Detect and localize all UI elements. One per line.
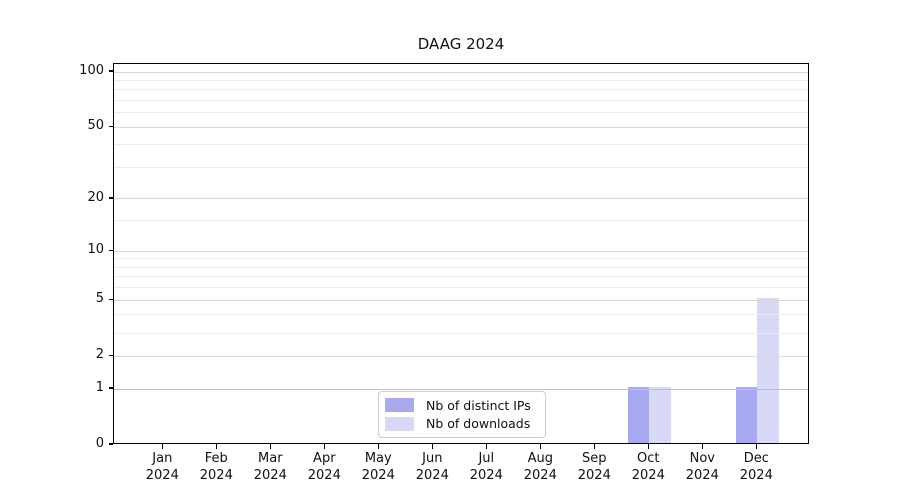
- x-tick-year: 2024: [199, 467, 233, 483]
- x-tick-year: 2024: [577, 467, 611, 483]
- chart-title: DAAG 2024: [417, 35, 505, 53]
- major-gridline: [114, 299, 808, 301]
- y-tick-label: 50: [87, 118, 104, 134]
- y-axis-tick: [108, 387, 113, 389]
- y-axis-tick: [108, 70, 113, 72]
- minor-gridline: [114, 144, 808, 146]
- x-tick-year: 2024: [361, 467, 395, 483]
- legend-label: Nb of downloads: [426, 416, 531, 432]
- x-tick-label: Apr 2024: [292, 451, 356, 484]
- x-tick-year: 2024: [145, 467, 179, 483]
- x-tick-month: Nov: [689, 451, 715, 466]
- minor-gridline: [114, 220, 808, 222]
- major-gridline: [114, 126, 808, 128]
- x-tick-year: 2024: [739, 467, 773, 483]
- y-axis-tick: [108, 354, 113, 356]
- y-tick-label: 20: [87, 189, 104, 205]
- x-tick-label: Sep 2024: [562, 451, 626, 484]
- x-tick-label: Aug 2024: [508, 451, 572, 484]
- bar-downloads-dec: [757, 298, 779, 443]
- x-axis-tick: [539, 444, 541, 449]
- minor-gridline: [114, 89, 808, 91]
- legend-item: Nb of downloads: [385, 416, 541, 431]
- x-tick-year: 2024: [415, 467, 449, 483]
- x-tick-label: Oct 2024: [616, 451, 680, 484]
- x-tick-label: Mar 2024: [238, 451, 302, 484]
- major-gridline: [114, 355, 808, 357]
- minor-gridline: [114, 287, 808, 289]
- minor-gridline: [114, 112, 808, 114]
- major-gridline: [114, 388, 808, 390]
- x-axis-tick: [431, 444, 433, 449]
- minor-gridline: [114, 79, 808, 81]
- plot-area: [113, 63, 809, 444]
- y-axis-tick: [108, 197, 113, 199]
- x-tick-month: Sep: [582, 451, 607, 466]
- x-tick-year: 2024: [253, 467, 287, 483]
- minor-gridline: [114, 266, 808, 268]
- x-tick-month: May: [364, 451, 392, 466]
- x-axis-tick: [269, 444, 271, 449]
- x-tick-month: Jul: [478, 451, 495, 466]
- x-tick-label: Nov 2024: [670, 451, 734, 484]
- y-tick-label: 5: [95, 291, 104, 307]
- x-tick-label: May 2024: [346, 451, 410, 484]
- y-axis-tick: [108, 443, 113, 445]
- y-tick-label: 100: [79, 63, 104, 78]
- x-tick-month: Jan: [152, 451, 173, 466]
- y-axis-tick: [108, 249, 113, 251]
- major-gridline: [114, 71, 808, 73]
- bar-distinct-ips-dec: [735, 387, 758, 443]
- x-tick-month: Feb: [204, 451, 228, 466]
- x-axis-tick: [323, 444, 325, 449]
- x-axis-tick: [377, 444, 379, 449]
- legend-swatch-distinct-ips: [385, 398, 414, 413]
- bar-downloads-oct: [649, 387, 671, 443]
- minor-gridline: [114, 276, 808, 278]
- x-tick-label: Jan 2024: [130, 451, 194, 484]
- y-tick-label: 0: [95, 436, 104, 451]
- y-axis-tick: [108, 298, 113, 300]
- major-gridline: [114, 198, 808, 200]
- x-tick-year: 2024: [685, 467, 719, 483]
- x-tick-month: Oct: [637, 451, 660, 466]
- y-tick-label: 1: [95, 380, 104, 395]
- x-tick-month: Aug: [527, 451, 553, 466]
- x-tick-month: Mar: [258, 451, 283, 466]
- legend-label: Nb of distinct IPs: [426, 397, 531, 413]
- x-axis-tick: [485, 444, 487, 449]
- minor-gridline: [114, 314, 808, 316]
- major-gridline: [114, 250, 808, 252]
- legend-swatch-downloads: [385, 416, 414, 431]
- x-tick-label: Dec 2024: [724, 451, 788, 484]
- minor-gridline: [114, 167, 808, 168]
- x-tick-month: Apr: [313, 451, 336, 466]
- x-tick-year: 2024: [631, 467, 665, 483]
- x-axis-tick: [647, 444, 649, 449]
- x-tick-label: Feb 2024: [184, 451, 248, 484]
- legend: Nb of distinct IPs Nb of downloads: [378, 391, 546, 438]
- legend-item: Nb of distinct IPs: [385, 398, 541, 413]
- minor-gridline: [114, 100, 808, 101]
- x-tick-month: Dec: [743, 451, 769, 466]
- x-axis-tick: [215, 444, 217, 449]
- y-axis-tick: [108, 125, 113, 127]
- x-tick-label: Jul 2024: [454, 451, 518, 484]
- minor-gridline: [114, 258, 808, 260]
- bar-distinct-ips-oct: [627, 387, 650, 443]
- x-axis-tick: [161, 444, 163, 449]
- x-tick-year: 2024: [523, 467, 557, 483]
- minor-gridline: [114, 332, 808, 334]
- x-tick-label: Jun 2024: [400, 451, 464, 484]
- x-tick-year: 2024: [469, 467, 503, 483]
- x-axis-tick: [755, 444, 757, 449]
- x-tick-month: Jun: [422, 451, 443, 466]
- x-axis-tick: [593, 444, 595, 449]
- y-tick-label: 2: [95, 347, 104, 363]
- x-tick-year: 2024: [307, 467, 341, 483]
- y-tick-label: 10: [87, 242, 104, 258]
- x-axis-tick: [701, 444, 703, 449]
